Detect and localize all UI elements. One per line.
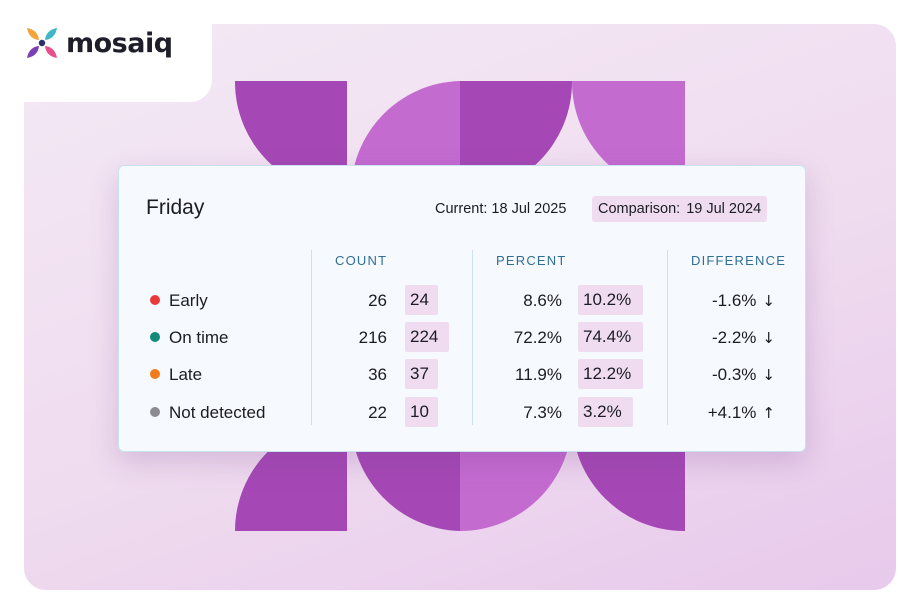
column-header-percent: PERCENT (496, 253, 567, 268)
count-comparison: 24 (405, 285, 438, 315)
status-label: Not detected (169, 403, 266, 422)
percent-comparison: 3.2% (578, 397, 633, 427)
arrow-up-icon: ↑ (762, 404, 775, 422)
column-header-difference: DIFFERENCE (691, 253, 787, 268)
difference-value: -0.3% ↓ (712, 365, 775, 385)
percent-current: 7.3% (523, 403, 562, 422)
difference-text: +4.1% (707, 403, 757, 422)
mosaiq-logo-icon (27, 28, 57, 58)
brand-wordmark: mosaiq (66, 27, 173, 59)
status-label: On time (169, 328, 229, 347)
logo-tab (24, 24, 212, 102)
column-divider (667, 250, 668, 425)
table-row: Early 26 24 8.6% 10.2% -1.6% ↓ (119, 285, 805, 315)
count-current: 36 (368, 365, 387, 384)
count-current: 22 (368, 403, 387, 422)
column-divider (311, 250, 312, 425)
arrow-down-icon: ↓ (762, 329, 775, 347)
percent-comparison: 12.2% (578, 359, 643, 389)
difference-text: -0.3% (712, 365, 757, 384)
percent-comparison: 74.4% (578, 322, 643, 352)
percent-current: 11.9% (515, 365, 562, 384)
status-label: Early (169, 291, 208, 310)
table-row: On time 216 224 72.2% 74.4% -2.2% ↓ (119, 322, 805, 352)
status-dot (150, 407, 160, 417)
attendance-summary-card: Friday Current: 18 Jul 2025 Comparison: 1… (118, 165, 806, 452)
count-comparison: 10 (405, 397, 438, 427)
count-current: 26 (368, 291, 387, 310)
count-comparison: 224 (405, 322, 449, 352)
percent-current: 72.2% (513, 328, 562, 347)
arrow-down-icon: ↓ (762, 292, 775, 310)
current-date-label: Current: 18 Jul 2025 (435, 201, 567, 217)
count-current: 216 (358, 328, 387, 347)
difference-value: -2.2% ↓ (712, 328, 775, 348)
count-comparison: 37 (405, 359, 438, 389)
difference-text: -2.2% (712, 328, 757, 347)
difference-value: +4.1% ↑ (708, 403, 775, 423)
column-header-count: COUNT (335, 253, 388, 268)
comparison-date-badge: Comparison: 19 Jul 2024 (592, 196, 768, 222)
comparison-label: Comparison: (598, 201, 681, 217)
status-dot (150, 369, 160, 379)
percent-current: 8.6% (523, 291, 562, 310)
comparison-date: 19 Jul 2024 (686, 201, 762, 217)
table-row: Not detected 22 10 7.3% 3.2% +4.1% ↑ (119, 397, 805, 427)
table-row: Late 36 37 11.9% 12.2% -0.3% ↓ (119, 359, 805, 389)
status-label: Late (169, 365, 203, 384)
percent-comparison: 10.2% (578, 285, 643, 315)
arrow-down-icon: ↓ (762, 366, 775, 384)
brand-logo: mosaiq (24, 25, 173, 61)
card-title: Friday (146, 196, 205, 219)
status-dot (150, 332, 160, 342)
difference-text: -1.6% (712, 291, 757, 310)
column-divider (472, 250, 473, 425)
status-dot (150, 295, 160, 305)
difference-value: -1.6% ↓ (712, 291, 775, 311)
